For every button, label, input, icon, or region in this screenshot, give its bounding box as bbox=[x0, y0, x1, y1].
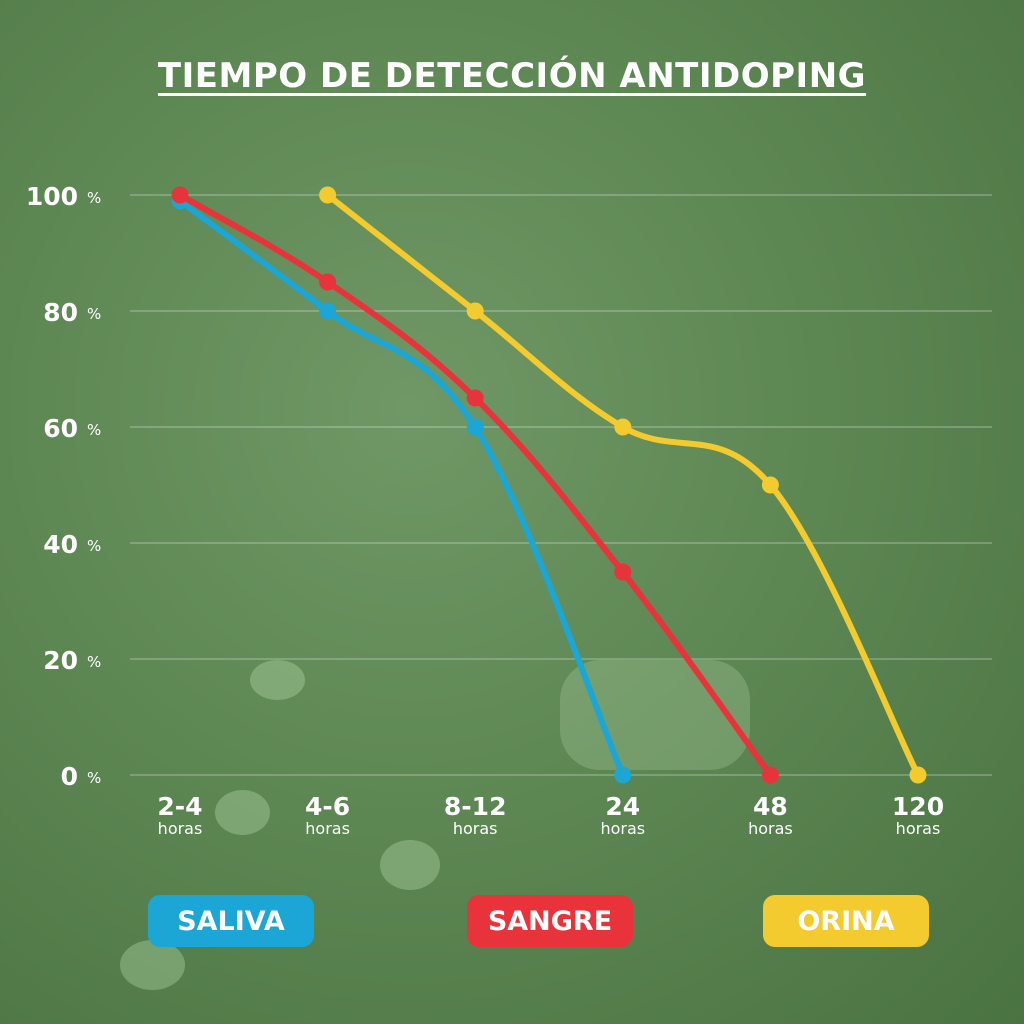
data-point-orina bbox=[909, 766, 927, 784]
data-point-sangre bbox=[614, 563, 632, 581]
data-point-sangre bbox=[761, 766, 779, 784]
legend-orina: ORINA bbox=[763, 895, 929, 947]
data-point-orina bbox=[466, 302, 484, 320]
data-point-orina bbox=[761, 476, 779, 494]
x-tick-label: 120 bbox=[892, 792, 944, 821]
series-line-orina bbox=[324, 192, 921, 778]
series-line-sangre bbox=[177, 192, 774, 778]
y-tick-suffix: % bbox=[87, 421, 101, 439]
y-tick-label: 80 bbox=[43, 298, 78, 327]
chart-title: TIEMPO DE DETECCIÓN ANTIDOPING bbox=[0, 56, 1024, 96]
data-point-saliva bbox=[466, 418, 484, 436]
y-tick-label: 100 bbox=[26, 182, 78, 211]
y-tick-suffix: % bbox=[87, 653, 101, 671]
data-point-orina bbox=[319, 186, 337, 204]
x-tick-unit: horas bbox=[305, 819, 350, 838]
data-point-sangre bbox=[466, 389, 484, 407]
data-point-saliva bbox=[614, 766, 632, 784]
title-text: TIEMPO DE DETECCIÓN ANTIDOPING bbox=[157, 56, 867, 96]
pill-decoration bbox=[215, 790, 270, 835]
x-tick-label: 2-4 bbox=[157, 792, 202, 821]
x-tick-unit: horas bbox=[158, 819, 203, 838]
y-tick-suffix: % bbox=[87, 189, 101, 207]
data-point-sangre bbox=[171, 186, 189, 204]
x-tick-unit: horas bbox=[896, 819, 941, 838]
cap-decoration bbox=[560, 660, 750, 770]
y-tick-suffix: % bbox=[87, 769, 101, 787]
legend-sangre: SANGRE bbox=[467, 895, 633, 947]
y-tick-label: 0 bbox=[61, 762, 78, 791]
pill-decoration bbox=[250, 660, 305, 700]
x-tick-label: 4-6 bbox=[305, 792, 350, 821]
y-tick-suffix: % bbox=[87, 537, 101, 555]
x-tick-label: 24 bbox=[605, 792, 640, 821]
x-tick-unit: horas bbox=[748, 819, 793, 838]
x-tick-unit: horas bbox=[453, 819, 498, 838]
x-tick-label: 48 bbox=[753, 792, 788, 821]
data-point-sangre bbox=[319, 273, 337, 291]
pill-decoration bbox=[120, 940, 185, 990]
x-tick-unit: horas bbox=[600, 819, 645, 838]
x-tick-label: 8-12 bbox=[444, 792, 507, 821]
series-line-saliva bbox=[177, 197, 626, 778]
data-point-saliva bbox=[319, 302, 337, 320]
data-point-orina bbox=[614, 418, 632, 436]
y-tick-label: 40 bbox=[43, 530, 78, 559]
y-tick-suffix: % bbox=[87, 305, 101, 323]
y-tick-label: 20 bbox=[43, 646, 78, 675]
legend-saliva: SALIVA bbox=[148, 895, 314, 947]
pill-decoration bbox=[380, 840, 440, 890]
y-tick-label: 60 bbox=[43, 414, 78, 443]
